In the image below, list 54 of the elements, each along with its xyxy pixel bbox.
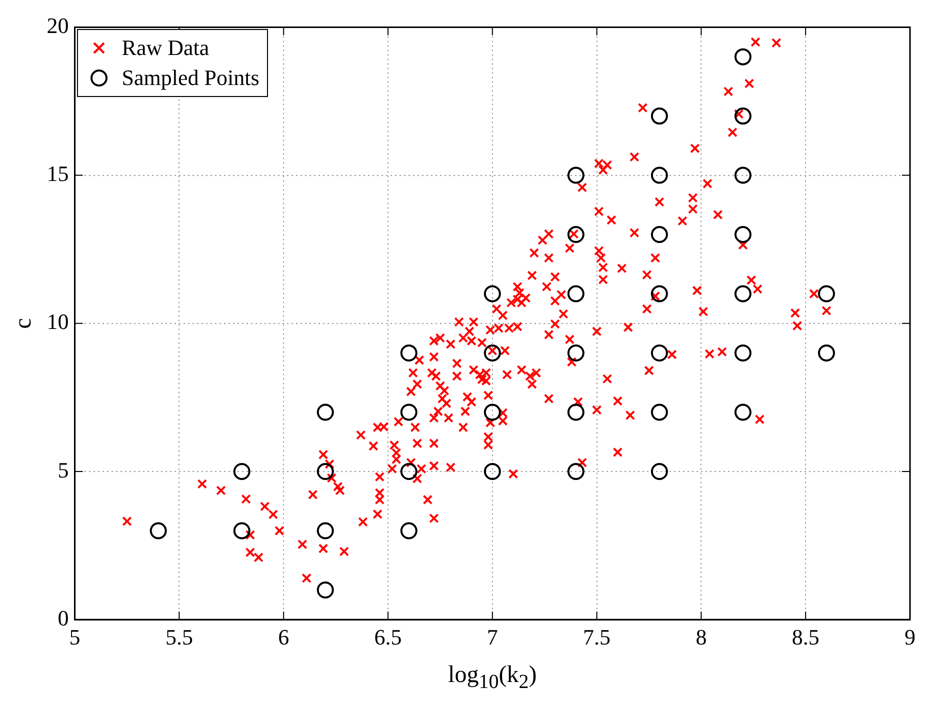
point [400,344,418,362]
point [650,108,668,125]
point [567,463,584,480]
x-tick-label: 9 [904,624,916,650]
point [484,463,501,480]
x-axis-title: log$_{10}$(k$_{2}$) [448,662,537,693]
point [650,166,668,184]
y-tick-label: 5 [58,457,69,482]
y-tick-label: 10 [46,309,69,334]
point [650,404,668,421]
point [567,344,584,362]
x-tick-label: 8 [696,624,707,650]
point [567,226,584,244]
point [650,344,668,362]
y-tick-label: 20 [46,12,69,38]
point [818,285,835,302]
point [650,226,668,244]
point [734,404,752,421]
legend-label: Raw Data [122,35,210,62]
point [233,463,250,480]
point [734,226,752,244]
x-tick-label: 6 [278,624,290,650]
x-tick-label: 7.5 [583,624,611,650]
x-tick-label: 8.5 [792,624,820,650]
point [734,108,752,125]
point [650,285,668,302]
point [400,463,418,480]
x-tick-label: 5.5 [165,624,193,650]
point [150,522,167,540]
point [650,463,668,480]
point [734,344,752,362]
point [233,522,250,540]
x-tick-label: 6.5 [374,624,402,650]
point [316,463,334,480]
point [734,48,752,66]
point [316,404,334,421]
point [818,344,835,362]
point [734,166,752,184]
point [484,404,501,421]
legend-label: Sampled Points [122,65,260,92]
point [484,344,501,362]
point [567,285,584,302]
y-axis-title: c [10,318,37,329]
point [567,166,584,184]
point [734,285,752,302]
point [567,404,584,421]
point [400,522,418,540]
x-tick-label: 7 [486,624,498,650]
y-tick-label: 0 [58,605,69,630]
point [316,522,334,540]
y-tick-label: 15 [46,161,69,186]
point [400,404,418,421]
point [316,581,334,598]
point [484,285,501,302]
